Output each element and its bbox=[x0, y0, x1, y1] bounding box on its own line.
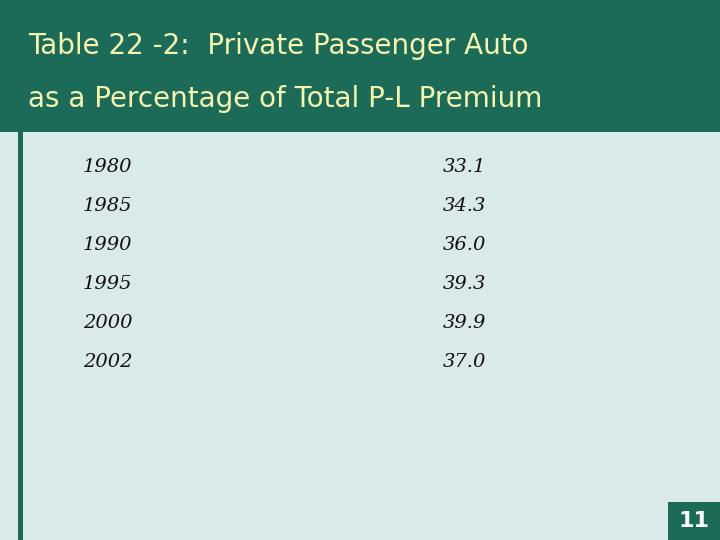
Text: 2002: 2002 bbox=[83, 353, 132, 371]
Text: 37.0: 37.0 bbox=[443, 353, 486, 371]
Text: 36.0: 36.0 bbox=[443, 236, 486, 254]
Text: 1985: 1985 bbox=[83, 197, 132, 215]
Text: 1990: 1990 bbox=[83, 236, 132, 254]
Bar bbox=[18, 132, 23, 540]
Text: 11: 11 bbox=[678, 511, 709, 531]
Bar bbox=[668, 502, 720, 540]
Text: 39.3: 39.3 bbox=[443, 275, 486, 293]
Text: 33.1: 33.1 bbox=[443, 158, 486, 177]
Text: as a Percentage of Total P-L Premium: as a Percentage of Total P-L Premium bbox=[28, 85, 542, 113]
Text: Table 22 -2:  Private Passenger Auto: Table 22 -2: Private Passenger Auto bbox=[28, 32, 528, 60]
Text: 34.3: 34.3 bbox=[443, 197, 486, 215]
Bar bbox=[0, 0, 720, 132]
Text: 39.9: 39.9 bbox=[443, 314, 486, 332]
Text: 1980: 1980 bbox=[83, 158, 132, 177]
Text: 1995: 1995 bbox=[83, 275, 132, 293]
Text: 2000: 2000 bbox=[83, 314, 132, 332]
